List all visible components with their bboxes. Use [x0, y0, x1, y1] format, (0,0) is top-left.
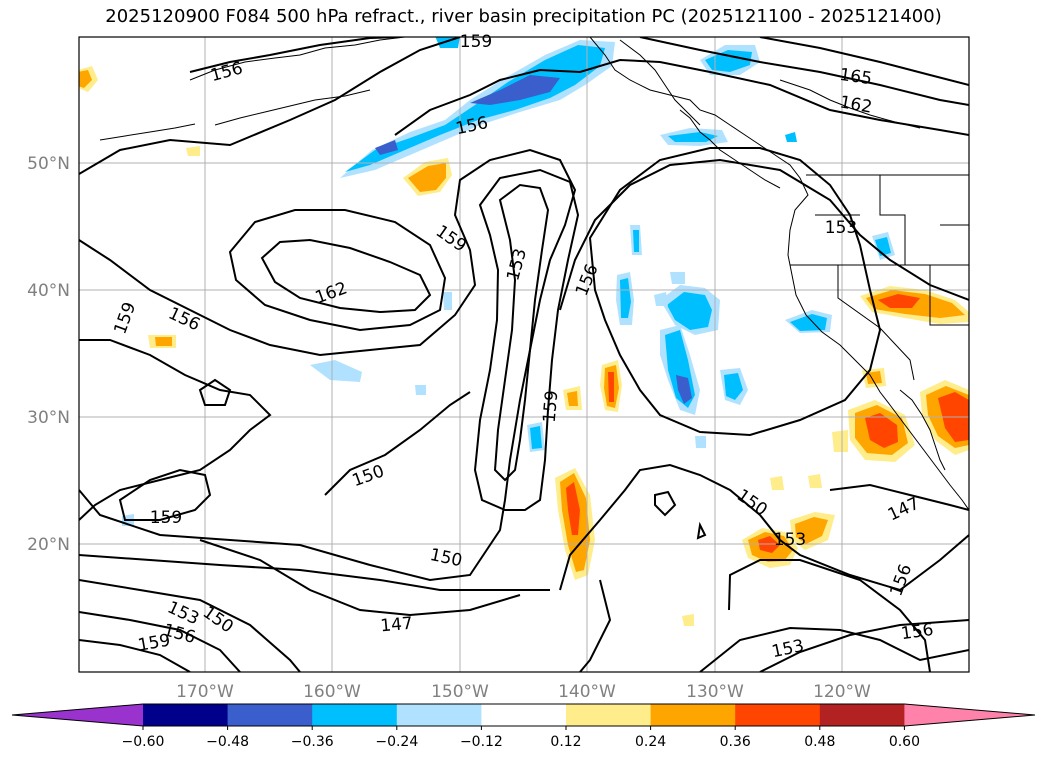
precip-shading: [79, 37, 969, 626]
colorbar-segment: [819, 704, 905, 726]
contour-label: 165: [838, 65, 873, 89]
contour-label: 156: [900, 620, 935, 644]
colorbar-tick-label: −0.60: [122, 734, 165, 750]
lat-label: 20°N: [27, 535, 70, 555]
coastlines: [99, 37, 969, 511]
colorbar-tick-label: −0.48: [206, 734, 249, 750]
colorbar-segment: [143, 704, 229, 726]
colorbar-tick-label: −0.12: [460, 734, 503, 750]
colorbar-tick-label: −0.24: [375, 734, 418, 750]
lon-label: 120°W: [813, 682, 871, 702]
colorbar-segment: [481, 704, 567, 726]
colorbar-tick-label: 0.48: [804, 734, 835, 750]
colorbar-tick-label: −0.36: [291, 734, 334, 750]
contour-label: 159: [150, 508, 182, 528]
contour-label: 153: [774, 530, 806, 550]
colorbar-segment: [227, 704, 313, 726]
map-area: [79, 37, 969, 672]
contour-label: 159: [540, 390, 563, 424]
colorbar-tick-label: 0.12: [550, 734, 581, 750]
colorbar-segment: [396, 704, 482, 726]
height-contours: [79, 37, 969, 672]
lon-label: 170°W: [176, 682, 234, 702]
lat-label: 50°N: [27, 154, 70, 174]
colorbar-tick-label: 0.60: [889, 734, 920, 750]
map-frame: [78, 36, 970, 673]
colorbar-segment: [735, 704, 821, 726]
colorbar-extend-high: [904, 704, 1035, 726]
latitude-labels: 50°N 40°N 30°N 20°N: [27, 154, 70, 555]
colorbar-segment: [312, 704, 398, 726]
lon-label: 140°W: [558, 682, 616, 702]
map-title: 2025120900 F084 500 hPa refract., river …: [105, 6, 942, 27]
contour-label: 147: [380, 614, 414, 637]
colorbar-segment: [566, 704, 652, 726]
colorbar-tick-label: 0.24: [635, 734, 666, 750]
colorbar-tick-label: 0.36: [720, 734, 751, 750]
lon-label: 160°W: [303, 682, 361, 702]
contour-label: 159: [460, 32, 492, 52]
lon-label: 130°W: [686, 682, 744, 702]
colorbar: −0.60 −0.48 −0.36 −0.24 −0.12 0.12 0.24 0.36 0.4…: [11, 703, 1036, 750]
longitude-labels: 170°W 160°W 150°W 140°W 130°W 120°W: [176, 682, 871, 702]
lon-label: 150°W: [431, 682, 489, 702]
lat-label: 40°N: [27, 281, 70, 301]
contour-label: 153: [825, 218, 857, 238]
colorbar-segment: [650, 704, 736, 726]
colorbar-extend-low: [12, 704, 143, 726]
lat-label: 30°N: [27, 408, 70, 428]
